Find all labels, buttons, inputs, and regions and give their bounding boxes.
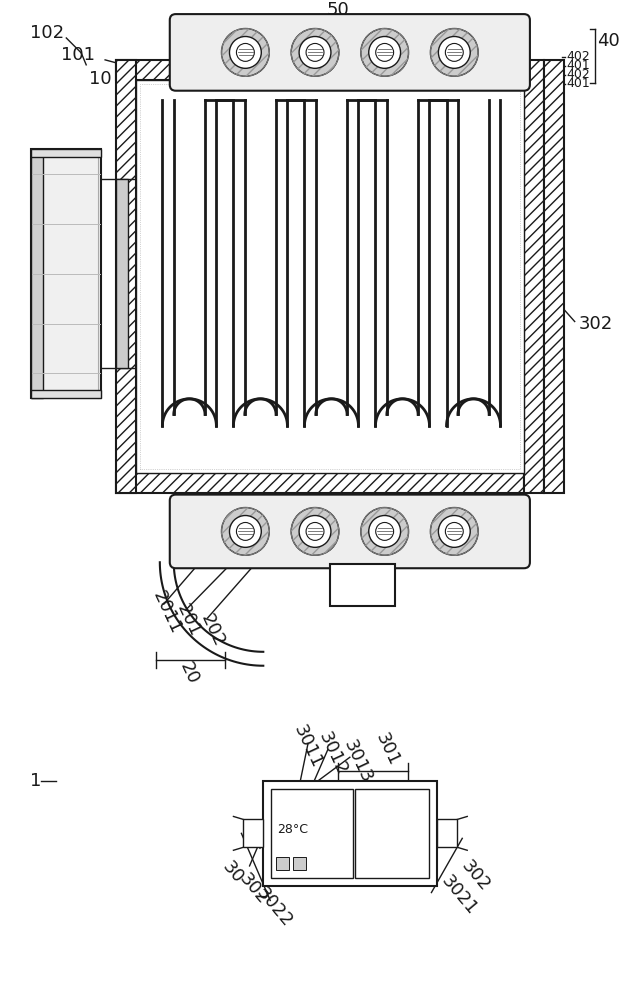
Text: 3011: 3011	[290, 722, 326, 771]
Text: 3012: 3012	[315, 729, 351, 778]
Circle shape	[445, 522, 463, 540]
Text: 2011: 2011	[149, 588, 185, 636]
Circle shape	[306, 522, 324, 540]
Bar	[31, 390, 101, 398]
Bar	[437, 819, 458, 847]
Circle shape	[222, 508, 269, 555]
Bar	[355, 789, 429, 878]
Bar	[544, 60, 564, 493]
Circle shape	[438, 516, 470, 547]
Text: 202: 202	[197, 611, 227, 649]
Bar	[136, 80, 524, 473]
Text: 201: 201	[173, 601, 203, 639]
Circle shape	[291, 29, 339, 76]
Circle shape	[369, 516, 401, 547]
Circle shape	[291, 508, 339, 555]
Text: 101: 101	[61, 46, 95, 64]
Text: 402: 402	[567, 50, 590, 63]
Text: 20: 20	[176, 660, 202, 688]
Text: 402: 402	[567, 68, 590, 81]
FancyBboxPatch shape	[170, 495, 530, 568]
Circle shape	[299, 516, 331, 547]
Circle shape	[299, 36, 331, 68]
Circle shape	[438, 36, 470, 68]
Circle shape	[369, 36, 401, 68]
Text: 10: 10	[89, 70, 112, 88]
Circle shape	[229, 36, 261, 68]
Bar	[276, 857, 289, 870]
Circle shape	[306, 43, 324, 61]
Bar	[271, 789, 353, 878]
Bar	[31, 149, 43, 398]
Circle shape	[236, 522, 254, 540]
Bar	[116, 473, 524, 493]
Circle shape	[431, 508, 478, 555]
Bar	[116, 179, 128, 368]
Text: 1: 1	[29, 772, 41, 790]
Text: 302: 302	[235, 870, 271, 907]
Bar	[116, 60, 136, 493]
Bar	[31, 149, 101, 157]
Text: 401: 401	[567, 59, 590, 72]
Text: 302: 302	[579, 315, 613, 333]
Circle shape	[361, 29, 408, 76]
Text: 40: 40	[597, 32, 619, 50]
Text: 401: 401	[567, 77, 590, 90]
Text: 3021: 3021	[437, 872, 481, 919]
Bar	[330, 564, 395, 606]
Bar	[293, 857, 306, 870]
Circle shape	[445, 43, 463, 61]
Circle shape	[376, 522, 394, 540]
Text: 3013: 3013	[340, 737, 376, 786]
Bar	[140, 84, 520, 469]
Text: 50: 50	[327, 1, 350, 19]
Text: 301: 301	[372, 730, 403, 769]
Circle shape	[236, 43, 254, 61]
Text: 28°C: 28°C	[277, 823, 308, 836]
Circle shape	[229, 516, 261, 547]
Bar	[31, 149, 101, 398]
Circle shape	[222, 29, 269, 76]
Text: 30: 30	[219, 858, 247, 887]
Bar	[263, 781, 437, 886]
Circle shape	[376, 43, 394, 61]
Bar	[524, 60, 544, 493]
Text: 302: 302	[458, 857, 493, 895]
Bar	[243, 819, 263, 847]
Circle shape	[431, 29, 478, 76]
Text: 3022: 3022	[252, 884, 296, 931]
FancyBboxPatch shape	[170, 14, 530, 91]
Circle shape	[361, 508, 408, 555]
Text: 102: 102	[29, 24, 64, 42]
Bar	[116, 60, 524, 80]
